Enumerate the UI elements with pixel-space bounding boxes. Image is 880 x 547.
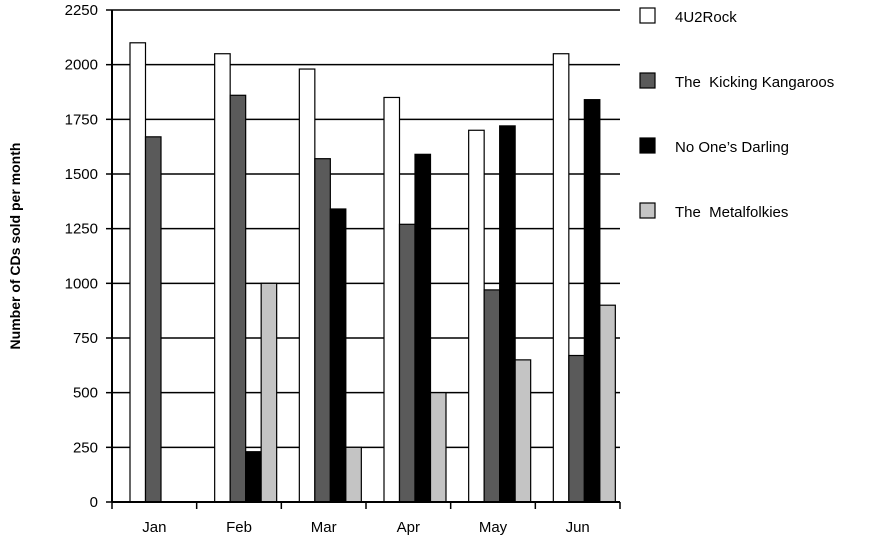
legend-label: The Kicking Kangaroos [675, 74, 834, 91]
y-tick-label: 1000 [65, 275, 98, 292]
x-category-label: Jan [142, 519, 166, 536]
bar-feb-series-1 [214, 53, 231, 503]
bar-apr-series-1 [383, 96, 401, 503]
bar-may-series-4 [514, 359, 532, 503]
bar-mar-series-1 [298, 68, 316, 503]
x-category-label: May [479, 519, 508, 536]
legend-swatch [639, 72, 656, 89]
x-category-label: Apr [397, 519, 420, 536]
bar-may-series-1 [468, 129, 485, 503]
axes [111, 10, 621, 509]
legend-swatch [639, 202, 656, 219]
y-tick-labels: 0 250 500 750 1000 1250 1500 1750 2000 2250 [65, 2, 112, 511]
bar-mar-series-3 [329, 208, 347, 503]
bar-mar-series-4 [345, 446, 362, 503]
x-category-label: Jun [566, 519, 590, 536]
bar-jan-series-2 [144, 136, 162, 503]
bar-feb-series-4 [260, 282, 278, 503]
bar-jun-series-3 [583, 99, 601, 503]
bar-mar-series-2 [314, 158, 331, 503]
bar-jun-series-4 [599, 304, 616, 503]
y-tick-label: 2250 [65, 2, 98, 19]
bar-jun-series-2 [568, 354, 585, 503]
bar-apr-series-4 [429, 392, 447, 503]
y-axis-title: Number of CDs sold per month [7, 143, 23, 350]
x-category-label: Feb [226, 519, 252, 536]
bar-jan-series-1 [129, 42, 147, 503]
y-tick-label: 2000 [65, 57, 98, 74]
bar-apr-series-3 [414, 153, 432, 503]
bar-feb-series-3 [245, 451, 262, 503]
legend-swatch [639, 137, 656, 154]
y-tick-label: 500 [73, 385, 98, 402]
grid-lines [112, 9, 620, 449]
bars [129, 42, 616, 503]
y-tick-label: 1500 [65, 166, 98, 183]
y-tick-label: 750 [73, 330, 98, 347]
bar-may-series-3 [499, 125, 516, 503]
y-tick-label: 1250 [65, 221, 98, 238]
legend: 4U2Rock The Kicking Kangaroos No One’s Dar… [639, 7, 834, 221]
bar-apr-series-2 [398, 223, 416, 503]
y-tick-label: 250 [73, 439, 98, 456]
bar-jun-series-1 [552, 53, 570, 503]
bar-may-series-2 [483, 289, 501, 503]
bar-feb-series-2 [229, 94, 247, 503]
y-tick-label: 1750 [65, 111, 98, 128]
y-tick-label: 0 [90, 494, 98, 511]
x-category-label: Mar [311, 519, 337, 536]
legend-swatch [639, 7, 656, 24]
legend-label: The Metalfolkies [675, 204, 788, 221]
x-category-labels: Jan Feb Mar Apr May Jun [142, 519, 590, 536]
legend-label: 4U2Rock [675, 9, 737, 26]
legend-label: No One’s Darling [675, 139, 789, 156]
